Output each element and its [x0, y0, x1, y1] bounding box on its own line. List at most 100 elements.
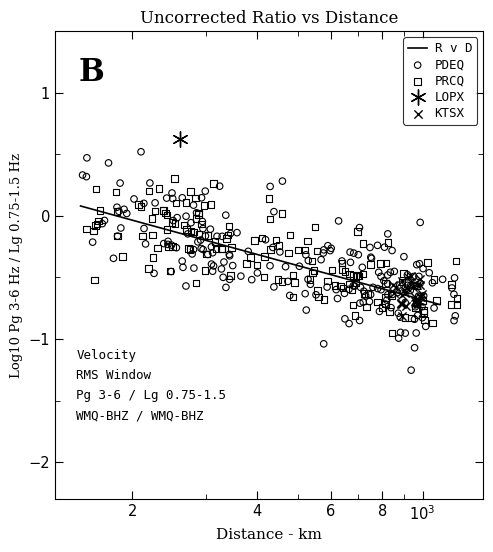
PRCQ [265, 194, 273, 203]
KTSX [402, 301, 410, 310]
PDEQ [401, 328, 409, 337]
PRCQ [180, 221, 188, 230]
PRCQ [413, 298, 421, 307]
PDEQ [202, 231, 210, 240]
PDEQ [347, 258, 354, 267]
PRCQ [222, 234, 230, 243]
PDEQ [425, 268, 433, 277]
PRCQ [382, 259, 390, 268]
KTSX [397, 298, 405, 307]
PRCQ [346, 270, 353, 279]
PDEQ [412, 300, 420, 309]
PDEQ [356, 299, 364, 307]
PDEQ [388, 246, 396, 255]
PRCQ [274, 275, 282, 284]
PDEQ [341, 289, 349, 298]
PRCQ [286, 231, 294, 240]
PDEQ [380, 277, 388, 285]
PRCQ [399, 269, 407, 278]
PRCQ [144, 264, 152, 273]
KTSX [392, 282, 400, 291]
PRCQ [194, 210, 202, 219]
PDEQ [113, 203, 121, 211]
PDEQ [332, 285, 340, 294]
PDEQ [334, 294, 342, 303]
PRCQ [168, 218, 176, 227]
PDEQ [193, 208, 201, 217]
PDEQ [301, 289, 309, 298]
LOPX [176, 135, 184, 144]
PDEQ [355, 316, 363, 325]
PDEQ [365, 297, 373, 306]
PRCQ [386, 307, 393, 316]
PDEQ [367, 290, 375, 299]
PDEQ [226, 275, 234, 284]
PDEQ [207, 225, 214, 233]
PDEQ [411, 281, 419, 290]
PRCQ [315, 293, 322, 301]
PDEQ [169, 216, 177, 225]
PRCQ [408, 314, 416, 322]
PRCQ [149, 253, 157, 262]
PRCQ [253, 261, 261, 269]
PRCQ [192, 279, 200, 288]
KTSX [401, 288, 409, 297]
PRCQ [428, 319, 436, 327]
PRCQ [139, 231, 147, 240]
PRCQ [331, 282, 339, 290]
PDEQ [369, 283, 377, 292]
KTSX [404, 273, 412, 282]
PRCQ [112, 188, 120, 197]
PRCQ [155, 184, 163, 193]
PDEQ [390, 267, 398, 276]
PRCQ [430, 275, 438, 284]
PRCQ [204, 231, 212, 240]
PRCQ [384, 238, 392, 247]
PDEQ [201, 187, 209, 195]
PRCQ [113, 232, 121, 241]
PRCQ [90, 226, 98, 235]
PDEQ [262, 235, 270, 244]
PDEQ [173, 213, 181, 222]
PDEQ [286, 291, 294, 300]
PDEQ [168, 189, 176, 198]
X-axis label: Distance - km: Distance - km [216, 528, 322, 542]
PDEQ [209, 248, 216, 257]
PRCQ [192, 193, 200, 202]
PDEQ [101, 216, 108, 225]
PRCQ [145, 187, 153, 195]
PDEQ [209, 267, 216, 275]
PDEQ [394, 309, 402, 317]
R v D [437, 301, 443, 308]
PDEQ [388, 290, 396, 299]
KTSX [398, 312, 406, 321]
PRCQ [171, 174, 178, 183]
PRCQ [382, 300, 389, 309]
PRCQ [195, 209, 203, 217]
PDEQ [253, 268, 261, 277]
PDEQ [345, 319, 353, 328]
PRCQ [135, 200, 142, 209]
PDEQ [451, 273, 458, 282]
PDEQ [383, 296, 391, 305]
PRCQ [251, 236, 259, 245]
PDEQ [270, 207, 278, 216]
PRCQ [260, 252, 268, 261]
PRCQ [148, 231, 156, 240]
PRCQ [243, 259, 250, 268]
PDEQ [233, 228, 241, 237]
PRCQ [353, 271, 361, 280]
PRCQ [91, 221, 99, 230]
PDEQ [403, 285, 411, 294]
PDEQ [410, 272, 418, 281]
PDEQ [182, 282, 190, 290]
PDEQ [160, 239, 168, 248]
PDEQ [374, 284, 382, 293]
PDEQ [411, 315, 419, 323]
PRCQ [306, 275, 314, 284]
PDEQ [141, 240, 149, 248]
KTSX [397, 300, 405, 309]
PDEQ [225, 250, 233, 259]
Y-axis label: Log10 Pg 3-6 Hz / Lg 0.75-1.5 Hz: Log10 Pg 3-6 Hz / Lg 0.75-1.5 Hz [10, 152, 23, 378]
PRCQ [225, 221, 233, 230]
